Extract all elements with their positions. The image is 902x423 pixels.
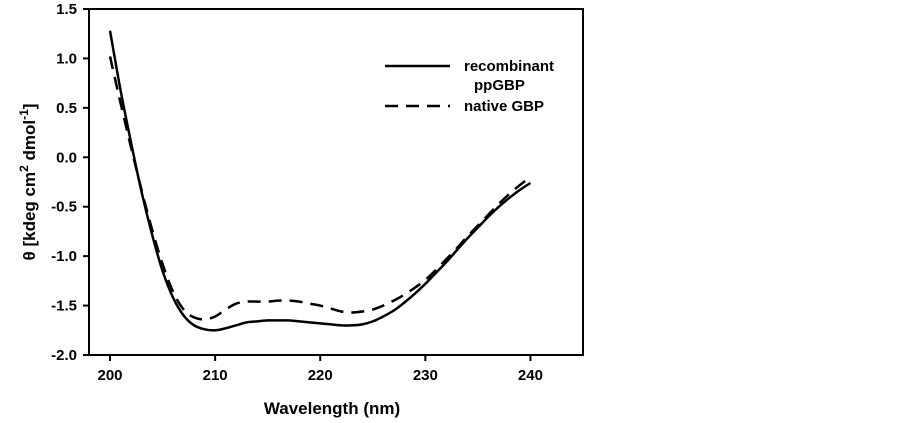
y-axis-title-prefix: θ [kdeg cm bbox=[20, 172, 39, 261]
y-tick-label-0.5: 0.5 bbox=[56, 100, 77, 117]
x-axis-ticks: 200 210 220 230 240 bbox=[98, 355, 543, 384]
x-tick-label-210: 210 bbox=[203, 367, 228, 384]
series-line-recombinant-ppgbp bbox=[108, 30, 532, 332]
y-axis-title-sup2: -1 bbox=[17, 109, 31, 120]
y-axis-ticks: 1.5 1.0 0.5 0.0 -0.5 -1.0 -1.5 -2.0 bbox=[51, 1, 89, 364]
x-axis-title: Wavelength (nm) bbox=[264, 399, 400, 418]
y-axis-title-middle: dmol bbox=[20, 120, 39, 165]
y-axis-title: θ [kdeg cm2 dmol-1] bbox=[17, 104, 39, 261]
y-tick-label-0.0: 0.0 bbox=[56, 149, 77, 166]
y-tick-label-1.0: 1.0 bbox=[56, 50, 77, 67]
y-tick-label--2.0: -2.0 bbox=[51, 347, 77, 364]
y-tick-label--1.5: -1.5 bbox=[51, 298, 77, 315]
legend-label-native: native GBP bbox=[464, 98, 544, 115]
y-tick-label--1.0: -1.0 bbox=[51, 248, 77, 265]
x-tick-label-220: 220 bbox=[308, 367, 333, 384]
series-layer bbox=[108, 30, 532, 332]
x-tick-label-230: 230 bbox=[413, 367, 438, 384]
y-tick-label--0.5: -0.5 bbox=[51, 199, 77, 216]
series-line-native-gbp bbox=[108, 56, 532, 321]
y-axis-title-sup1: 2 bbox=[17, 165, 31, 172]
plot-frame bbox=[88, 8, 584, 356]
y-axis-title-suffix: ] bbox=[20, 104, 39, 110]
legend-label-recombinant-line2: ppGBP bbox=[474, 77, 525, 94]
legend-label-recombinant: recombinant bbox=[464, 58, 554, 75]
legend: recombinant ppGBP native GBP bbox=[385, 58, 554, 115]
x-tick-label-200: 200 bbox=[98, 367, 123, 384]
x-tick-label-240: 240 bbox=[518, 367, 543, 384]
y-tick-label-1.5: 1.5 bbox=[56, 1, 77, 18]
